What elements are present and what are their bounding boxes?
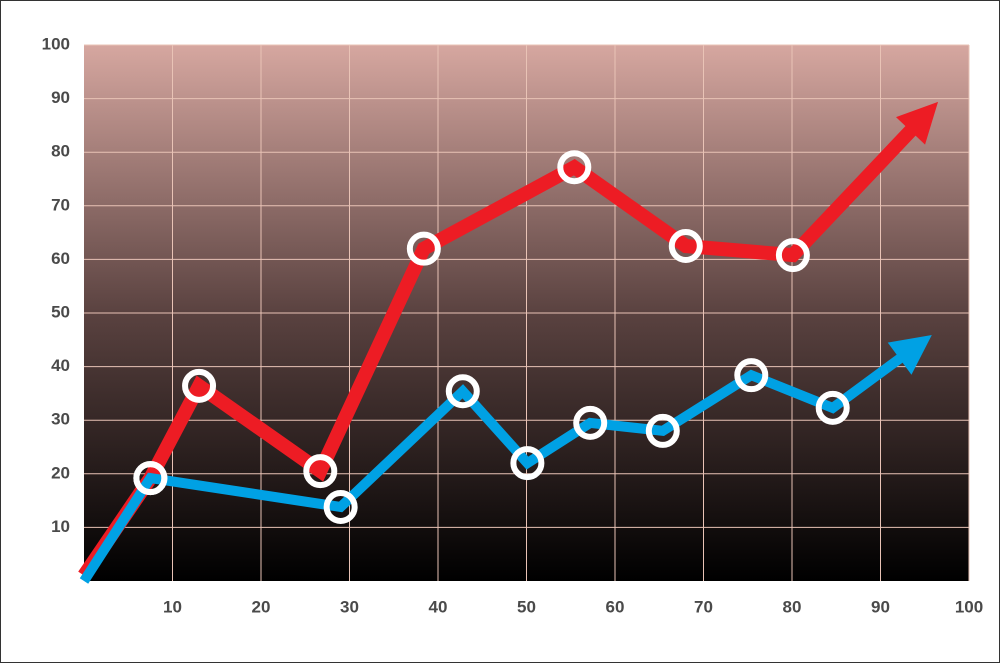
point-marker	[734, 358, 769, 393]
point-marker	[406, 231, 441, 266]
point-marker	[510, 446, 545, 481]
point-marker	[815, 390, 850, 425]
point-marker	[323, 490, 358, 525]
point-marker	[775, 238, 810, 273]
point-marker	[645, 413, 680, 448]
y-tick-label: 40	[51, 356, 70, 375]
tick-labels: 10 20 30 40 50 60 70 80 90 100 10 20 30 40 50 60 70 80 90 1…	[42, 34, 984, 616]
point-marker	[445, 374, 480, 409]
lines	[78, 101, 939, 584]
x-tick-label: 30	[340, 597, 359, 616]
x-tick-label: 50	[517, 597, 536, 616]
point-marker	[573, 405, 608, 440]
series-line	[79, 349, 910, 584]
arrow-head	[887, 334, 932, 375]
series-line	[78, 120, 922, 580]
y-tick-label: 10	[51, 517, 70, 536]
x-tick-label: 40	[429, 597, 448, 616]
point-marker	[557, 150, 592, 185]
point-marker	[668, 229, 703, 263]
x-tick-label: 60	[606, 597, 625, 616]
y-tick-label: 50	[51, 302, 70, 321]
y-tick-label: 30	[51, 410, 70, 429]
y-tick-label: 100	[42, 34, 70, 53]
x-tick-label: 80	[783, 597, 802, 616]
point-marker	[303, 454, 338, 489]
x-tick-label: 20	[252, 597, 271, 616]
y-tick-label: 80	[51, 142, 70, 161]
point-marker	[133, 461, 168, 496]
x-tick-label: 10	[163, 597, 182, 616]
y-tick-label: 60	[51, 249, 70, 268]
y-tick-label: 70	[51, 195, 70, 214]
y-tick-label: 90	[51, 88, 70, 107]
x-tick-label: 100	[955, 597, 983, 616]
point-marker	[182, 368, 217, 403]
x-tick-label: 90	[871, 597, 890, 616]
x-tick-label: 70	[694, 597, 713, 616]
y-tick-label: 20	[51, 463, 70, 482]
arrow-head	[896, 101, 939, 145]
